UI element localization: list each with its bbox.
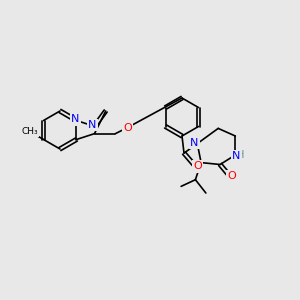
Text: O: O: [193, 161, 202, 171]
Text: N: N: [88, 120, 97, 130]
Text: N: N: [71, 115, 80, 124]
Text: O: O: [227, 171, 236, 181]
Text: N: N: [232, 151, 241, 161]
Text: O: O: [123, 123, 132, 133]
Text: N: N: [190, 138, 199, 148]
Text: H: H: [237, 150, 244, 160]
Text: CH₃: CH₃: [21, 127, 38, 136]
